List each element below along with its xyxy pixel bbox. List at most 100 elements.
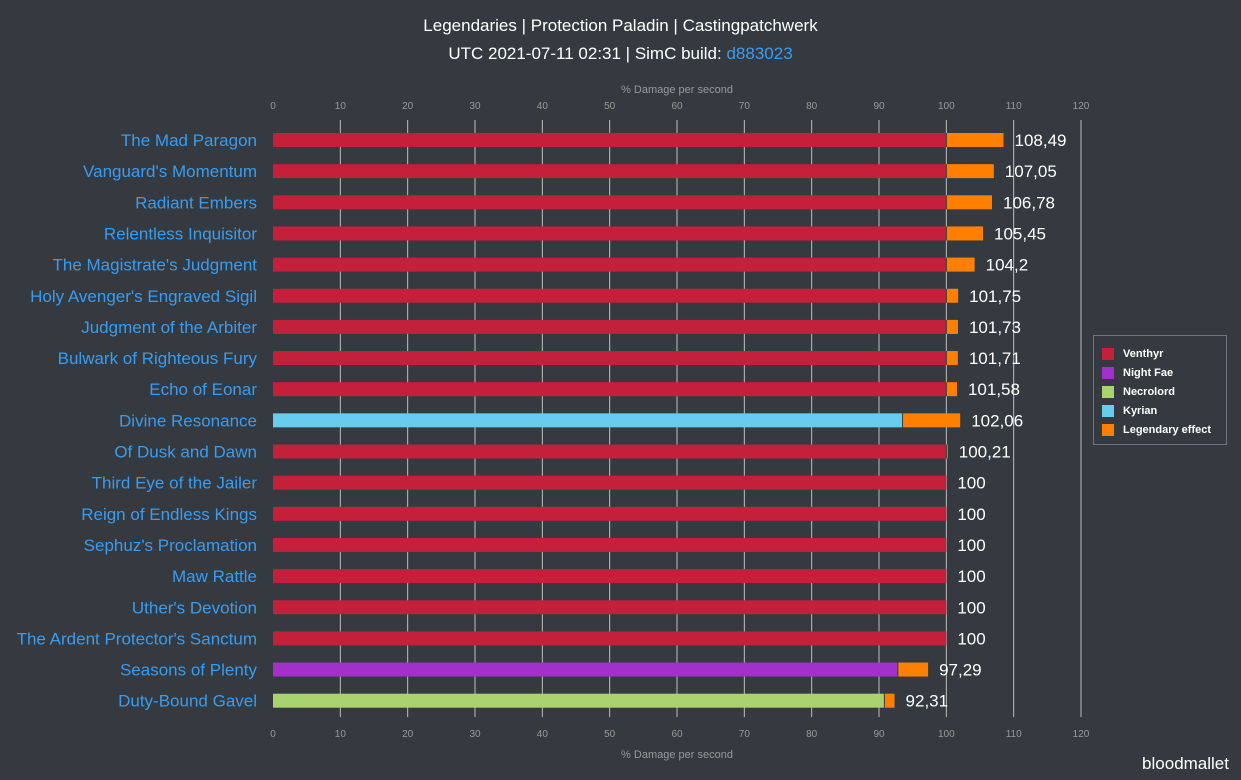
x-tick-label-top: 0 [270,101,276,112]
bar-legendary[interactable] [946,351,958,366]
bar-legendary[interactable] [946,133,1004,147]
bar-base[interactable] [273,662,898,677]
category-label[interactable]: Maw Rattle [172,567,257,586]
legend-item[interactable]: Necrolord [1102,382,1226,401]
x-tick-label-bottom: 30 [469,729,481,740]
data-label: 100 [957,505,985,524]
data-label: 100 [957,567,985,586]
bar-legendary[interactable] [884,693,895,708]
category-label[interactable]: Radiant Embers [135,193,257,212]
data-label: 105,45 [994,224,1046,243]
category-label[interactable]: Third Eye of the Jailer [92,474,258,493]
data-label: 106,78 [1003,193,1055,212]
category-label[interactable]: Uther's Devotion [132,598,257,617]
category-label[interactable]: The Magistrate's Judgment [52,256,257,275]
x-tick-label-top: 20 [402,101,414,112]
bar-base[interactable] [273,600,947,615]
legend-item[interactable]: Night Fae [1102,363,1226,382]
x-tick-label-top: 70 [739,101,751,112]
data-label: 101,71 [969,349,1021,368]
subtitle-text: UTC 2021-07-11 02:31 | SimC build: [448,44,727,63]
x-tick-label-bottom: 120 [1073,729,1090,740]
x-tick-label-top: 120 [1073,101,1090,112]
data-label: 101,73 [969,318,1021,337]
x-tick-label-top: 10 [335,101,347,112]
x-tick-label-top: 60 [671,101,683,112]
x-tick-label-bottom: 20 [402,729,414,740]
category-label[interactable]: The Ardent Protector's Sanctum [17,629,257,648]
legend-label: Legendary effect [1123,423,1212,436]
data-label: 100 [957,598,985,617]
bar-legendary[interactable] [902,413,961,428]
bar-base[interactable] [273,319,947,334]
category-label[interactable]: The Mad Paragon [121,131,257,150]
x-tick-label-top: 90 [873,101,885,112]
category-label[interactable]: Of Dusk and Dawn [114,443,257,462]
data-label: 100 [957,536,985,555]
data-label: 100 [957,474,985,493]
simc-build-link[interactable]: d883023 [726,44,793,63]
legend-item[interactable]: Kyrian [1102,401,1226,420]
bar-base[interactable] [273,444,947,459]
category-label[interactable]: Judgment of the Arbiter [81,318,257,337]
bar-base[interactable] [273,382,947,397]
bar-base[interactable] [273,288,947,303]
bar-base[interactable] [273,226,947,241]
category-label[interactable]: Echo of Eonar [149,380,257,399]
x-tick-label-bottom: 10 [335,729,347,740]
bar-base[interactable] [273,693,885,708]
category-label[interactable]: Vanguard's Momentum [83,162,257,181]
category-label[interactable]: Reign of Endless Kings [81,505,257,524]
bar-legendary[interactable] [946,288,959,303]
x-tick-label-bottom: 40 [537,729,549,740]
category-label[interactable]: Divine Resonance [119,411,257,430]
x-axis-title-top: % Damage per second [621,84,733,96]
category-label[interactable]: Relentless Inquisitor [104,224,257,243]
watermark: bloodmallet [1142,754,1229,773]
data-label: 97,29 [939,661,982,680]
data-label: 107,05 [1005,162,1057,181]
x-tick-label-bottom: 70 [739,729,751,740]
bar-base[interactable] [273,257,947,272]
bar-base[interactable] [273,569,947,584]
category-label[interactable]: Duty-Bound Gavel [118,692,257,711]
bar-legendary[interactable] [897,662,929,677]
bar-legendary[interactable] [946,226,984,241]
legend-swatch [1102,385,1114,398]
x-tick-label-bottom: 50 [604,729,616,740]
legend-item[interactable]: Venthyr [1102,344,1226,363]
category-label[interactable]: Seasons of Plenty [120,661,258,680]
bar-legendary[interactable] [946,195,992,210]
bar-base[interactable] [273,195,947,210]
chart-subtitle: UTC 2021-07-11 02:31 | SimC build: d8830… [0,44,1241,64]
bar-base[interactable] [273,351,947,366]
legend-swatch [1102,404,1114,417]
bar-base[interactable] [273,631,947,646]
bar-legendary[interactable] [946,164,994,179]
legend-label: Venthyr [1123,347,1164,360]
bar-base[interactable] [273,133,947,147]
bar-legendary[interactable] [946,257,975,272]
bar-legendary[interactable] [946,382,957,397]
bar-base[interactable] [273,506,947,521]
x-tick-label-top: 100 [938,101,955,112]
bar-legendary[interactable] [946,319,958,334]
x-tick-label-top: 80 [806,101,818,112]
category-label[interactable]: Holy Avenger's Engraved Sigil [30,287,257,306]
bar-base[interactable] [273,164,947,179]
category-label[interactable]: Sephuz's Proclamation [84,536,257,555]
x-tick-label-bottom: 110 [1006,729,1022,740]
bar-legendary[interactable] [946,444,948,459]
bar-base[interactable] [273,413,903,428]
legend-label: Night Fae [1123,366,1174,379]
legend-label: Kyrian [1123,404,1158,417]
category-label[interactable]: Bulwark of Righteous Fury [58,349,258,368]
legend-item[interactable]: Legendary effect [1102,420,1226,439]
x-tick-label-top: 110 [1006,101,1022,112]
bar-base[interactable] [273,537,947,552]
data-label: 92,31 [906,692,949,711]
x-tick-label-top: 50 [604,101,616,112]
data-label: 101,75 [969,287,1021,306]
bar-base[interactable] [273,475,947,490]
